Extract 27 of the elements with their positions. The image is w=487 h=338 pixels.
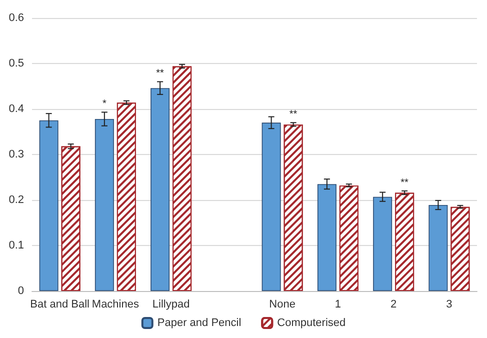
- x-tick-label: 2: [390, 298, 397, 310]
- annotation: **: [289, 109, 298, 120]
- y-tick-label: 0.3: [8, 148, 24, 160]
- y-tick-label: 0.2: [8, 194, 24, 206]
- x-tick-label: Bat and Ball: [30, 298, 90, 310]
- y-tick-label: 0.6: [8, 12, 24, 24]
- bar: [94, 119, 114, 291]
- annotation: **: [400, 177, 409, 188]
- bar: [428, 205, 448, 291]
- x-tick-label: Lillypad: [152, 298, 190, 310]
- y-tick-label: 0.1: [8, 240, 24, 252]
- bar: [317, 184, 336, 291]
- y-tick-label: 0.4: [8, 103, 24, 115]
- legend-label: Computerised: [277, 317, 346, 329]
- x-tick-label: 3: [446, 298, 452, 310]
- bar: [39, 120, 58, 291]
- legend-label: Paper and Pencil: [157, 317, 242, 329]
- y-tick-label: 0.5: [8, 58, 24, 70]
- bar: [373, 196, 392, 291]
- x-tick-label: 1: [334, 298, 341, 310]
- bar: [262, 122, 281, 291]
- bar: [150, 88, 170, 291]
- annotation: *: [102, 98, 106, 110]
- x-tick-label: Machines: [92, 298, 140, 310]
- y-tick-label: 0: [18, 285, 24, 297]
- x-tick-label: None: [269, 298, 296, 310]
- annotation: **: [156, 68, 164, 80]
